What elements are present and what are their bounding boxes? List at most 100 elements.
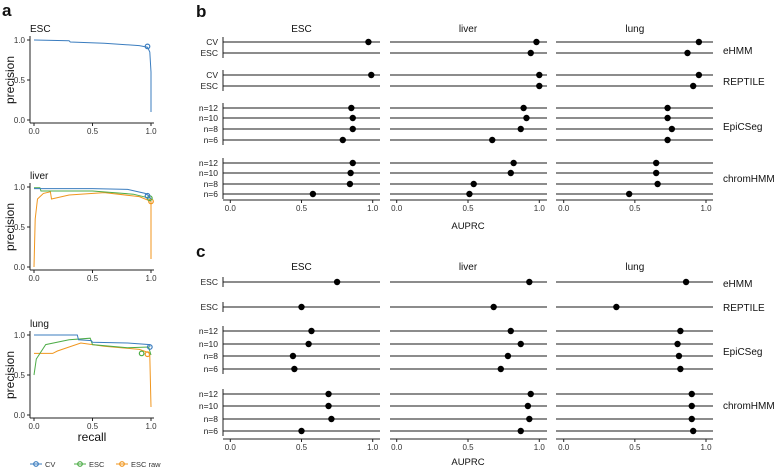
method-label: chromHMM	[723, 174, 775, 185]
dot-EpiCSeg-n=10-liver	[523, 114, 530, 122]
dot-chromHMM-n=8-liver	[470, 180, 477, 188]
pr-subplot-ESC: ESC 0.00.0 0.5 0.5 1.0 1.0 precision	[3, 24, 157, 136]
method-label: REPTILE	[723, 77, 765, 88]
dot-chromHMM-n=6-liver	[517, 427, 524, 435]
subplot-title: lung	[30, 319, 49, 330]
row-label: n=6	[204, 364, 219, 374]
legend-marker-icon	[119, 461, 125, 467]
dot-REPTILE-ESC-ESC	[298, 303, 305, 311]
row-label: n=12	[199, 103, 218, 113]
method-group-EpiCSeg: EpiCSeg n=12n=10n=8n=6	[199, 103, 762, 145]
dot-EpiCSeg-n=8-lung	[675, 352, 683, 360]
dot-EpiCSeg-n=12-ESC	[348, 104, 355, 112]
dot-REPTILE-CV-ESC	[368, 71, 375, 79]
y-tick-label: 0.0	[14, 116, 26, 125]
dot-eHMM-ESC-lung	[682, 278, 690, 286]
legend-item-ESC-raw: ESC raw	[116, 460, 161, 469]
row-label: n=10	[199, 339, 218, 349]
x-tick-label: 0.0	[28, 274, 40, 283]
dot-eHMM-ESC-lung	[684, 49, 691, 57]
x-tick-label: 0.5	[87, 422, 99, 431]
row-label: CV	[206, 37, 218, 47]
dot-chromHMM-n=10-liver	[524, 402, 532, 410]
method-label: EpiCSeg	[723, 122, 762, 133]
dot-REPTILE-ESC-liver	[490, 303, 497, 311]
dot-chromHMM-n=6-lung	[689, 427, 697, 435]
method-group-REPTILE: REPTILE ESC	[201, 302, 765, 314]
dot-EpiCSeg-n=6-lung	[677, 365, 684, 373]
legend-label: ESC raw	[131, 460, 161, 469]
y-tick-label: 0.0	[14, 411, 26, 420]
pr-curve-ESC-raw	[34, 342, 152, 408]
pr-subplot-liver: liver 0.00.0 0.5 0.5 1.0 1.0 precision	[3, 171, 157, 283]
pr-marker-CV	[146, 344, 153, 350]
row-label: n=12	[199, 158, 218, 168]
x-tick-label: 1.0	[534, 204, 546, 213]
dot-eHMM-ESC-liver	[526, 278, 533, 286]
dot-EpiCSeg-n=10-ESC	[349, 114, 356, 122]
legend-marker-icon	[77, 461, 83, 467]
row-label: n=8	[204, 414, 219, 424]
dot-chromHMM-n=8-ESC	[328, 415, 335, 423]
x-tick-label: 0.0	[28, 127, 40, 136]
dot-REPTILE-ESC-lung	[613, 303, 620, 311]
dot-chromHMM-n=12-lung	[652, 159, 660, 167]
row-label: n=8	[204, 124, 219, 134]
x-tick-label: 1.0	[534, 443, 546, 452]
dot-EpiCSeg-n=12-lung	[677, 327, 684, 335]
y-tick-label: 1.0	[14, 331, 26, 340]
pr-marker-ESC-raw	[144, 351, 151, 358]
pr-curve-CV	[34, 334, 151, 347]
dot-eHMM-CV-liver	[533, 38, 540, 46]
x-tick-label: 1.0	[700, 204, 712, 213]
dot-EpiCSeg-n=12-liver	[507, 327, 514, 335]
dot-EpiCSeg-n=10-liver	[517, 340, 524, 348]
dot-chromHMM-n=10-lung	[652, 169, 660, 177]
x-tick-label: 0.0	[391, 443, 403, 452]
pr-marker-ESC	[138, 350, 145, 357]
facet-title: ESC	[291, 262, 312, 273]
y-tick-label: 0.5	[14, 76, 26, 85]
y-axis-label: precision	[3, 56, 17, 104]
dot-chromHMM-n=6-liver	[466, 190, 473, 198]
x-tick-label: 1.0	[145, 274, 157, 283]
dot-EpiCSeg-n=6-liver	[497, 365, 504, 373]
legend-item-ESC: ESC	[74, 460, 105, 469]
dot-chromHMM-n=10-ESC	[325, 402, 332, 410]
row-label: ESC	[201, 81, 218, 91]
row-label: n=10	[199, 168, 218, 178]
dot-chromHMM-n=6-lung	[625, 190, 633, 198]
x-tick-label: 0.0	[225, 443, 237, 452]
dot-EpiCSeg-n=10-lung	[664, 114, 671, 122]
dot-EpiCSeg-n=8-liver	[504, 352, 512, 360]
x-tick-label: 0.5	[296, 443, 308, 452]
dot-chromHMM-n=8-lung	[688, 415, 695, 423]
method-label: eHMM	[723, 46, 752, 57]
facet-title: ESC	[291, 24, 312, 35]
dot-chromHMM-n=12-ESC	[349, 159, 356, 167]
y-tick-label: 0.0	[14, 263, 26, 272]
dot-EpiCSeg-n=12-ESC	[308, 327, 315, 335]
row-label: n=10	[199, 113, 218, 123]
dot-chromHMM-n=10-lung	[688, 402, 695, 410]
dot-eHMM-ESC-ESC	[333, 278, 341, 286]
method-group-eHMM: eHMM ESC	[201, 277, 752, 290]
facet-title: lung	[625, 262, 644, 273]
pr-marker-ESC-raw	[148, 198, 154, 205]
method-label: REPTILE	[723, 303, 765, 314]
dot-chromHMM-n=6-ESC	[309, 190, 317, 198]
row-label: n=12	[199, 389, 218, 399]
method-label: chromHMM	[723, 401, 775, 412]
y-tick-label: 1.0	[14, 36, 26, 45]
dot-eHMM-CV-ESC	[365, 38, 372, 46]
x-tick-label: 0.5	[87, 127, 99, 136]
y-tick-label: 1.0	[14, 183, 26, 192]
x-tick-label: 1.0	[367, 204, 379, 213]
dot-chromHMM-n=12-liver	[527, 390, 534, 398]
dot-REPTILE-CV-liver	[536, 71, 543, 79]
facet-title: lung	[625, 24, 644, 35]
